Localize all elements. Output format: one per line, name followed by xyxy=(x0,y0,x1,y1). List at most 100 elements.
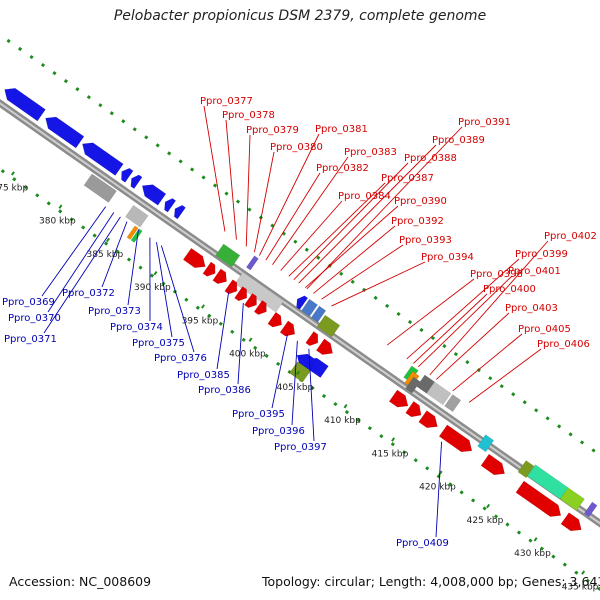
gene-feature-14 xyxy=(202,261,216,277)
forward-gene-label: Ppro_0388 xyxy=(404,153,457,164)
forward-gene-label: Ppro_0398 xyxy=(470,269,523,280)
gene-feature-16 xyxy=(215,243,241,268)
gene-feature-12 xyxy=(130,228,143,243)
gene-feature-46 xyxy=(517,460,535,479)
forward-label-leader xyxy=(225,119,237,240)
scale-tick-label: 380 kbp xyxy=(39,217,76,227)
reverse-label-leader xyxy=(291,340,298,426)
forward-gene-label: Ppro_0379 xyxy=(246,125,299,136)
forward-gene-label: Ppro_0387 xyxy=(381,173,434,184)
forward-gene-label: Ppro_0403 xyxy=(505,303,558,314)
gene-feature-29 xyxy=(315,338,333,355)
reverse-gene-label: Ppro_0370 xyxy=(8,313,61,324)
scale-tick-mark xyxy=(106,237,110,243)
forward-label-leader xyxy=(306,126,463,290)
forward-gene-label: Ppro_0382 xyxy=(316,163,369,174)
gene-feature-28 xyxy=(305,331,319,347)
scale-tick-mark xyxy=(296,370,301,376)
gene-feature-11 xyxy=(126,225,139,240)
scale-tick-label: 385 kbp xyxy=(87,250,124,260)
scale-tick-label: 435 kbp xyxy=(562,582,599,592)
gene-feature-40 xyxy=(388,389,409,408)
forward-label-leader xyxy=(293,162,409,280)
forward-label-leader xyxy=(321,244,404,300)
scale-tick-label: 405 kbp xyxy=(277,383,314,393)
forward-label-leader xyxy=(386,278,475,346)
forward-label-leader xyxy=(331,261,426,307)
gene-feature-51 xyxy=(583,501,598,518)
gene-feature-27 xyxy=(279,320,296,337)
reverse-label-leader xyxy=(156,242,173,338)
scale-tick-mark xyxy=(248,337,253,342)
gene-feature-13 xyxy=(182,247,206,268)
forward-label-leader xyxy=(452,333,523,392)
reverse-gene-label: Ppro_0369 xyxy=(2,297,55,308)
forward-label-leader xyxy=(272,156,349,266)
scale-tick-label: 400 kbp xyxy=(229,350,266,360)
scale-tick-label: 415 kbp xyxy=(372,449,409,459)
gene-feature-25 xyxy=(310,305,327,323)
gene-feature-4 xyxy=(121,168,134,183)
forward-gene-label: Ppro_0389 xyxy=(432,135,485,146)
gene-feature-15 xyxy=(212,268,227,285)
scale-tick-mark xyxy=(343,404,348,409)
gene-feature-20 xyxy=(234,286,248,302)
reverse-label-leader xyxy=(101,221,128,288)
gene-feature-38 xyxy=(426,381,452,406)
scale-tick-label: 390 kbp xyxy=(134,283,171,293)
reverse-gene-label: Ppro_0409 xyxy=(396,538,449,549)
gene-feature-42 xyxy=(418,410,438,429)
scale-tick-mark xyxy=(533,537,538,542)
forward-label-leader xyxy=(258,133,320,256)
forward-label-leader xyxy=(417,275,513,368)
gene-feature-19 xyxy=(224,279,238,295)
forward-gene-label: Ppro_0383 xyxy=(344,147,397,158)
reverse-gene-label: Ppro_0372 xyxy=(62,288,115,299)
reverse-gene-label: Ppro_0371 xyxy=(4,334,57,345)
scale-tick-mark xyxy=(10,171,15,176)
reverse-label-leader xyxy=(127,229,139,306)
forward-label-leader xyxy=(298,144,437,284)
forward-gene-label: Ppro_0384 xyxy=(338,191,391,202)
scale-tick-mark xyxy=(153,270,158,276)
reverse-gene-label: Ppro_0396 xyxy=(252,426,305,437)
reverse-label-leader xyxy=(160,245,195,353)
reverse-gene-label: Ppro_0397 xyxy=(274,442,327,453)
gene-feature-49 xyxy=(515,480,562,517)
forward-gene-label: Ppro_0406 xyxy=(537,339,590,350)
gene-feature-24 xyxy=(301,298,318,317)
forward-gene-label: Ppro_0400 xyxy=(483,284,536,295)
forward-label-leader xyxy=(254,151,275,253)
forward-gene-label: Ppro_0405 xyxy=(518,324,571,335)
forward-gene-label: Ppro_0399 xyxy=(515,249,568,260)
scale-tick-mark xyxy=(391,437,396,442)
gene-feature-10 xyxy=(125,204,149,228)
gene-feature-44 xyxy=(477,434,495,453)
forward-label-leader xyxy=(313,225,396,294)
forward-label-leader xyxy=(406,258,520,360)
forward-label-leader xyxy=(265,172,321,261)
scale-tick-mark xyxy=(58,204,63,209)
forward-gene-label: Ppro_0381 xyxy=(315,124,368,135)
forward-label-leader xyxy=(436,312,510,380)
forward-label-leader xyxy=(245,134,251,247)
gene-feature-21 xyxy=(244,293,257,309)
accession-text: Accession: NC_008609 xyxy=(9,574,152,589)
scale-tick-mark xyxy=(486,503,491,509)
scale-tick-label: 430 kbp xyxy=(514,549,551,559)
reverse-label-leader xyxy=(237,302,244,385)
reverse-gene-label: Ppro_0373 xyxy=(88,306,141,317)
forward-label-leader xyxy=(429,240,549,376)
scale-tick-label: 425 kbp xyxy=(467,516,504,526)
reverse-label-leader xyxy=(435,441,443,538)
gene-feature-36 xyxy=(405,376,421,394)
forward-label-leader xyxy=(280,200,343,271)
forward-gene-label: Ppro_0402 xyxy=(544,231,597,242)
reverse-label-leader xyxy=(41,206,107,297)
gene-feature-8 xyxy=(173,204,186,220)
scale-tick-label: 410 kbp xyxy=(324,416,361,426)
forward-label-leader xyxy=(203,105,226,232)
scale-tick-label: 395 kbp xyxy=(182,316,219,326)
